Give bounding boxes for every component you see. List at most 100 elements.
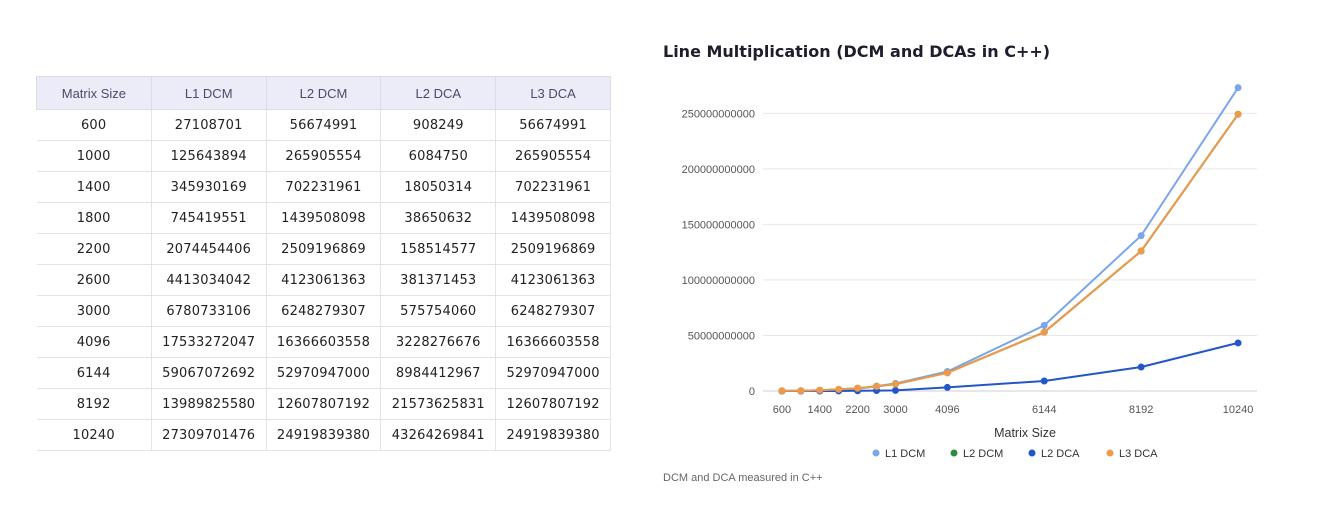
table-header-cell: L2 DCM	[265, 76, 382, 110]
x-tick-label: 6144	[1032, 404, 1056, 416]
y-tick-label: 100000000000	[682, 275, 755, 287]
chart-caption: DCM and DCA measured in C++	[663, 472, 823, 484]
data-point	[1040, 328, 1048, 336]
data-point	[778, 387, 786, 395]
table-cell: 6780733106	[150, 295, 267, 327]
table-cell: 3228276676	[380, 326, 497, 358]
table-row: 8192 13989825580 12607807192 21573625831 126…	[36, 388, 611, 420]
table-header-cell: L1 DCM	[150, 76, 267, 110]
table-header-row: Matrix Size L1 DCM L2 DCM L2 DCA L3 DCA	[36, 76, 611, 110]
table-cell: 43264269841	[380, 419, 497, 451]
x-tick-label: 10240	[1223, 404, 1254, 416]
table-header-cell: L2 DCA	[380, 76, 497, 110]
table-cell: 6248279307	[265, 295, 382, 327]
table-cell: 381371453	[380, 264, 497, 296]
table-cell: 52970947000	[495, 357, 611, 389]
table-cell: 27309701476	[150, 419, 267, 451]
table-cell: 158514577	[380, 233, 497, 265]
data-point	[943, 369, 951, 377]
table-cell: 2200	[36, 233, 152, 265]
table-cell: 2074454406	[150, 233, 267, 265]
table-cell: 2600	[36, 264, 152, 296]
data-point	[1137, 363, 1145, 371]
x-tick-label: 1400	[808, 404, 832, 416]
table-cell: 702231961	[265, 171, 382, 203]
table-cell: 1439508098	[495, 202, 611, 234]
table-cell: 575754060	[380, 295, 497, 327]
x-tick-label: 3000	[883, 404, 907, 416]
table-cell: 702231961	[495, 171, 611, 203]
table-cell: 908249	[380, 109, 497, 141]
x-tick-label: 600	[773, 404, 791, 416]
table-cell: 16366603558	[495, 326, 611, 358]
table-row: 1800 745419551 1439508098 38650632 143950809…	[36, 202, 611, 234]
table-cell: 38650632	[380, 202, 497, 234]
table-cell: 265905554	[265, 140, 382, 172]
table-row: 1000 125643894 265905554 6084750 265905554	[36, 140, 611, 172]
legend-label: L2 DCM	[963, 448, 1003, 460]
table-cell: 6144	[36, 357, 152, 389]
table-cell: 4413034042	[150, 264, 267, 296]
y-tick-label: 150000000000	[682, 219, 755, 231]
table-cell: 1800	[36, 202, 152, 234]
table-cell: 6084750	[380, 140, 497, 172]
table-cell: 4123061363	[495, 264, 611, 296]
data-point	[1040, 377, 1048, 385]
data-point	[1137, 232, 1145, 240]
table-cell: 8984412967	[380, 357, 497, 389]
data-point	[1234, 339, 1242, 347]
table-cell: 265905554	[495, 140, 611, 172]
series-line	[781, 341, 1239, 392]
table-cell: 6248279307	[495, 295, 611, 327]
data-point	[1137, 247, 1145, 255]
y-tick-label: 200000000000	[682, 164, 755, 176]
table-row: 600 27108701 56674991 908249 56674991	[36, 109, 611, 141]
table-cell: 600	[36, 109, 152, 141]
table-row: 3000 6780733106 6248279307 575754060 6248279…	[36, 295, 611, 327]
table-cell: 4123061363	[265, 264, 382, 296]
line-chart: 0 50000000000 100000000000 150000000000 2000…	[682, 84, 1257, 460]
table-row: 2200 2074454406 2509196869 158514577 2509196…	[36, 233, 611, 265]
legend-label: L3 DCA	[1119, 448, 1158, 460]
legend-label: L2 DCA	[1041, 448, 1080, 460]
table-cell: 56674991	[265, 109, 382, 141]
table-cell: 125643894	[150, 140, 267, 172]
table-cell: 4096	[36, 326, 152, 358]
table-cell: 2509196869	[495, 233, 611, 265]
table-cell: 345930169	[150, 171, 267, 203]
table-row: 10240 27309701476 24919839380 43264269841 24…	[36, 419, 611, 451]
data-point	[797, 387, 805, 395]
data-point	[891, 380, 899, 388]
chart-title: Line Multiplication (DCM and DCAs in C++…	[663, 42, 1051, 61]
table-header-cell: Matrix Size	[36, 76, 152, 110]
data-point	[816, 386, 824, 394]
table-row: 4096 17533272047 16366603558 3228276676 1636…	[36, 326, 611, 358]
table-row: 1400 345930169 702231961 18050314 702231961	[36, 171, 611, 203]
table-cell: 17533272047	[150, 326, 267, 358]
table-cell: 18050314	[380, 171, 497, 203]
y-tick-label: 50000000000	[688, 330, 755, 342]
table-row: 6144 59067072692 52970947000 8984412967 5297…	[36, 357, 611, 389]
table-cell: 1439508098	[265, 202, 382, 234]
x-tick-label: 2200	[845, 404, 869, 416]
legend-marker	[1106, 449, 1114, 457]
table-cell: 56674991	[495, 109, 611, 141]
table-cell: 3000	[36, 295, 152, 327]
series-line	[781, 113, 1239, 392]
x-tick-label: 4096	[935, 404, 959, 416]
table-cell: 12607807192	[265, 388, 382, 420]
table-cell: 21573625831	[380, 388, 497, 420]
results-table-wrapper: Matrix Size L1 DCM L2 DCM L2 DCA L3 DCA 600 2…	[36, 76, 611, 451]
table-body: 600 27108701 56674991 908249 56674991 1000 125…	[36, 109, 611, 451]
table-cell: 2509196869	[265, 233, 382, 265]
table-cell: 13989825580	[150, 388, 267, 420]
y-tick-label: 250000000000	[682, 108, 755, 120]
table-cell: 24919839380	[495, 419, 611, 451]
x-axis-label: Matrix Size	[994, 426, 1056, 440]
table-cell: 10240	[36, 419, 152, 451]
legend-marker	[950, 449, 958, 457]
table-cell: 12607807192	[495, 388, 611, 420]
table-cell: 8192	[36, 388, 152, 420]
table-cell: 1400	[36, 171, 152, 203]
data-point	[854, 384, 862, 392]
